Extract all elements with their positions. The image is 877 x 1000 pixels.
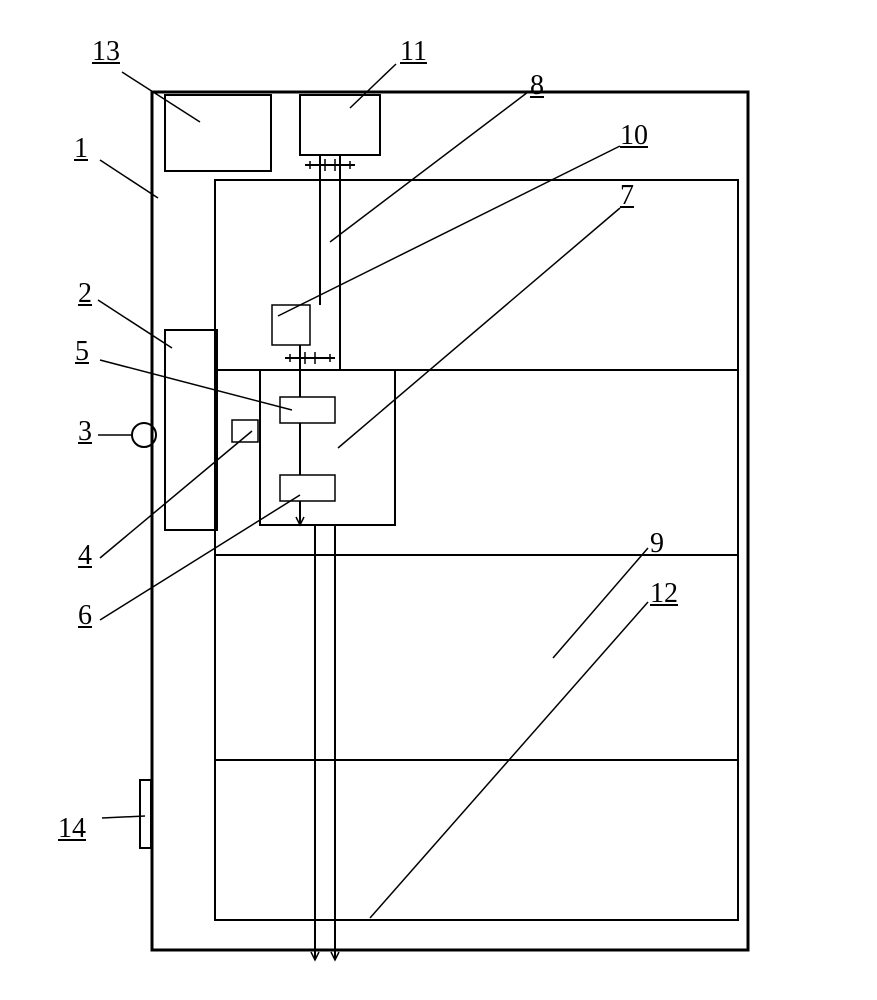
label-7: 7 [620, 182, 634, 210]
label-5: 5 [75, 338, 89, 366]
label-11: 11 [400, 38, 427, 66]
label-1: 1 [74, 135, 88, 163]
label-12: 12 [650, 580, 678, 608]
label-10: 10 [620, 122, 648, 150]
label-2: 2 [78, 280, 92, 308]
label-4: 4 [78, 542, 92, 570]
label-3: 3 [78, 418, 92, 446]
label-8: 8 [530, 72, 544, 100]
label-13: 13 [92, 38, 120, 66]
label-6: 6 [78, 602, 92, 630]
diagram-canvas [0, 0, 877, 1000]
label-9: 9 [650, 530, 664, 558]
label-14: 14 [58, 815, 86, 843]
